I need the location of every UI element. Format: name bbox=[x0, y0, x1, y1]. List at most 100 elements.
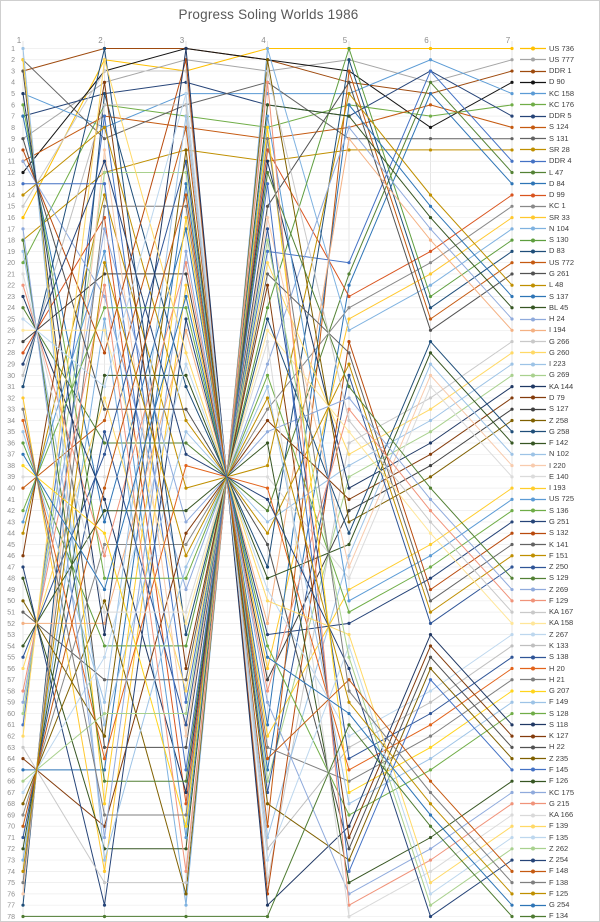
rank-label: 70 bbox=[7, 824, 15, 831]
legend-swatch bbox=[520, 835, 546, 840]
data-point bbox=[184, 486, 188, 490]
data-point bbox=[102, 768, 107, 772]
data-point bbox=[102, 633, 107, 637]
legend-swatch bbox=[520, 700, 546, 705]
legend-label: H 21 bbox=[549, 674, 565, 684]
legend-item: F 129 bbox=[520, 596, 568, 606]
data-point bbox=[265, 700, 270, 704]
data-point bbox=[184, 418, 188, 423]
data-point bbox=[428, 520, 433, 524]
legend-swatch bbox=[520, 756, 546, 761]
data-point bbox=[184, 531, 188, 535]
legend-label: F 129 bbox=[549, 595, 569, 605]
rank-label: 56 bbox=[7, 666, 15, 673]
data-point bbox=[347, 148, 351, 152]
data-point bbox=[102, 700, 107, 704]
data-point bbox=[428, 351, 433, 355]
legend-item: F 139 bbox=[520, 821, 568, 831]
data-point bbox=[265, 306, 270, 310]
legend-swatch bbox=[520, 193, 546, 197]
legend-label: F 145 bbox=[549, 764, 569, 774]
data-point bbox=[347, 768, 351, 772]
data-point bbox=[21, 351, 25, 355]
data-point bbox=[102, 159, 107, 163]
legend-item: S 124 bbox=[520, 122, 569, 132]
rank-label: 33 bbox=[7, 407, 15, 414]
data-point bbox=[102, 644, 107, 648]
legend-item: D 83 bbox=[520, 246, 565, 256]
data-point bbox=[265, 159, 270, 163]
data-point bbox=[510, 215, 514, 220]
legend-item: F 142 bbox=[520, 438, 568, 448]
data-point bbox=[510, 689, 514, 693]
data-point bbox=[21, 148, 25, 152]
data-point bbox=[102, 475, 107, 479]
legend-item: S 118 bbox=[520, 720, 568, 730]
data-point bbox=[184, 835, 188, 840]
data-point bbox=[184, 587, 188, 592]
legend-label: D 83 bbox=[549, 246, 565, 256]
data-point bbox=[21, 238, 25, 242]
data-point bbox=[102, 430, 107, 434]
data-point bbox=[347, 813, 351, 817]
data-point bbox=[265, 678, 270, 682]
data-point bbox=[428, 655, 433, 659]
data-point bbox=[102, 170, 107, 175]
data-point bbox=[347, 700, 351, 704]
series-line bbox=[21, 103, 514, 727]
data-point bbox=[347, 633, 351, 637]
legend-label: F 139 bbox=[549, 821, 569, 831]
data-point bbox=[265, 137, 270, 141]
data-point bbox=[510, 272, 514, 276]
legend-label: K 141 bbox=[549, 539, 569, 549]
data-point bbox=[347, 339, 351, 344]
legend-swatch bbox=[520, 767, 546, 772]
legend-item: F 145 bbox=[520, 765, 568, 775]
legend-item: L 47 bbox=[520, 168, 563, 178]
legend-label: D 99 bbox=[549, 190, 565, 199]
series-line bbox=[21, 227, 514, 840]
data-point bbox=[428, 531, 433, 535]
rank-label: 32 bbox=[7, 395, 15, 402]
legend-label: G 258 bbox=[549, 426, 570, 436]
data-point bbox=[510, 903, 514, 907]
data-point bbox=[21, 892, 25, 896]
data-point bbox=[265, 396, 270, 400]
legend-item: G 266 bbox=[520, 337, 569, 347]
data-point bbox=[265, 757, 270, 761]
data-point bbox=[347, 463, 351, 468]
legend-swatch bbox=[520, 598, 546, 603]
legend-swatch bbox=[520, 305, 546, 310]
data-point bbox=[510, 114, 514, 118]
rank-label: 41 bbox=[7, 497, 15, 504]
legend-swatch bbox=[520, 891, 546, 896]
data-point bbox=[265, 103, 270, 107]
rank-label: 67 bbox=[7, 790, 15, 797]
data-point bbox=[184, 678, 188, 682]
legend-swatch bbox=[520, 677, 546, 682]
data-point bbox=[265, 531, 270, 535]
legend-label: F 135 bbox=[549, 832, 569, 842]
series-line bbox=[21, 58, 514, 907]
data-point bbox=[510, 779, 514, 783]
data-point bbox=[21, 204, 25, 208]
data-point bbox=[428, 261, 433, 265]
data-point bbox=[21, 768, 25, 772]
data-point bbox=[102, 328, 107, 332]
rank-label: 31 bbox=[7, 384, 15, 391]
legend-label: US 772 bbox=[549, 257, 575, 267]
legend-label: G 254 bbox=[549, 900, 570, 910]
data-point bbox=[21, 802, 25, 806]
legend-swatch bbox=[520, 102, 546, 107]
data-point bbox=[428, 734, 433, 738]
data-point bbox=[428, 475, 433, 479]
series-line bbox=[21, 80, 514, 907]
data-point bbox=[347, 610, 351, 614]
data-point bbox=[184, 452, 188, 456]
data-point bbox=[510, 463, 514, 468]
legend-swatch bbox=[520, 486, 546, 491]
data-point bbox=[428, 486, 433, 490]
rank-label: 10 bbox=[7, 147, 15, 154]
data-point bbox=[265, 768, 270, 772]
data-point bbox=[347, 520, 351, 524]
